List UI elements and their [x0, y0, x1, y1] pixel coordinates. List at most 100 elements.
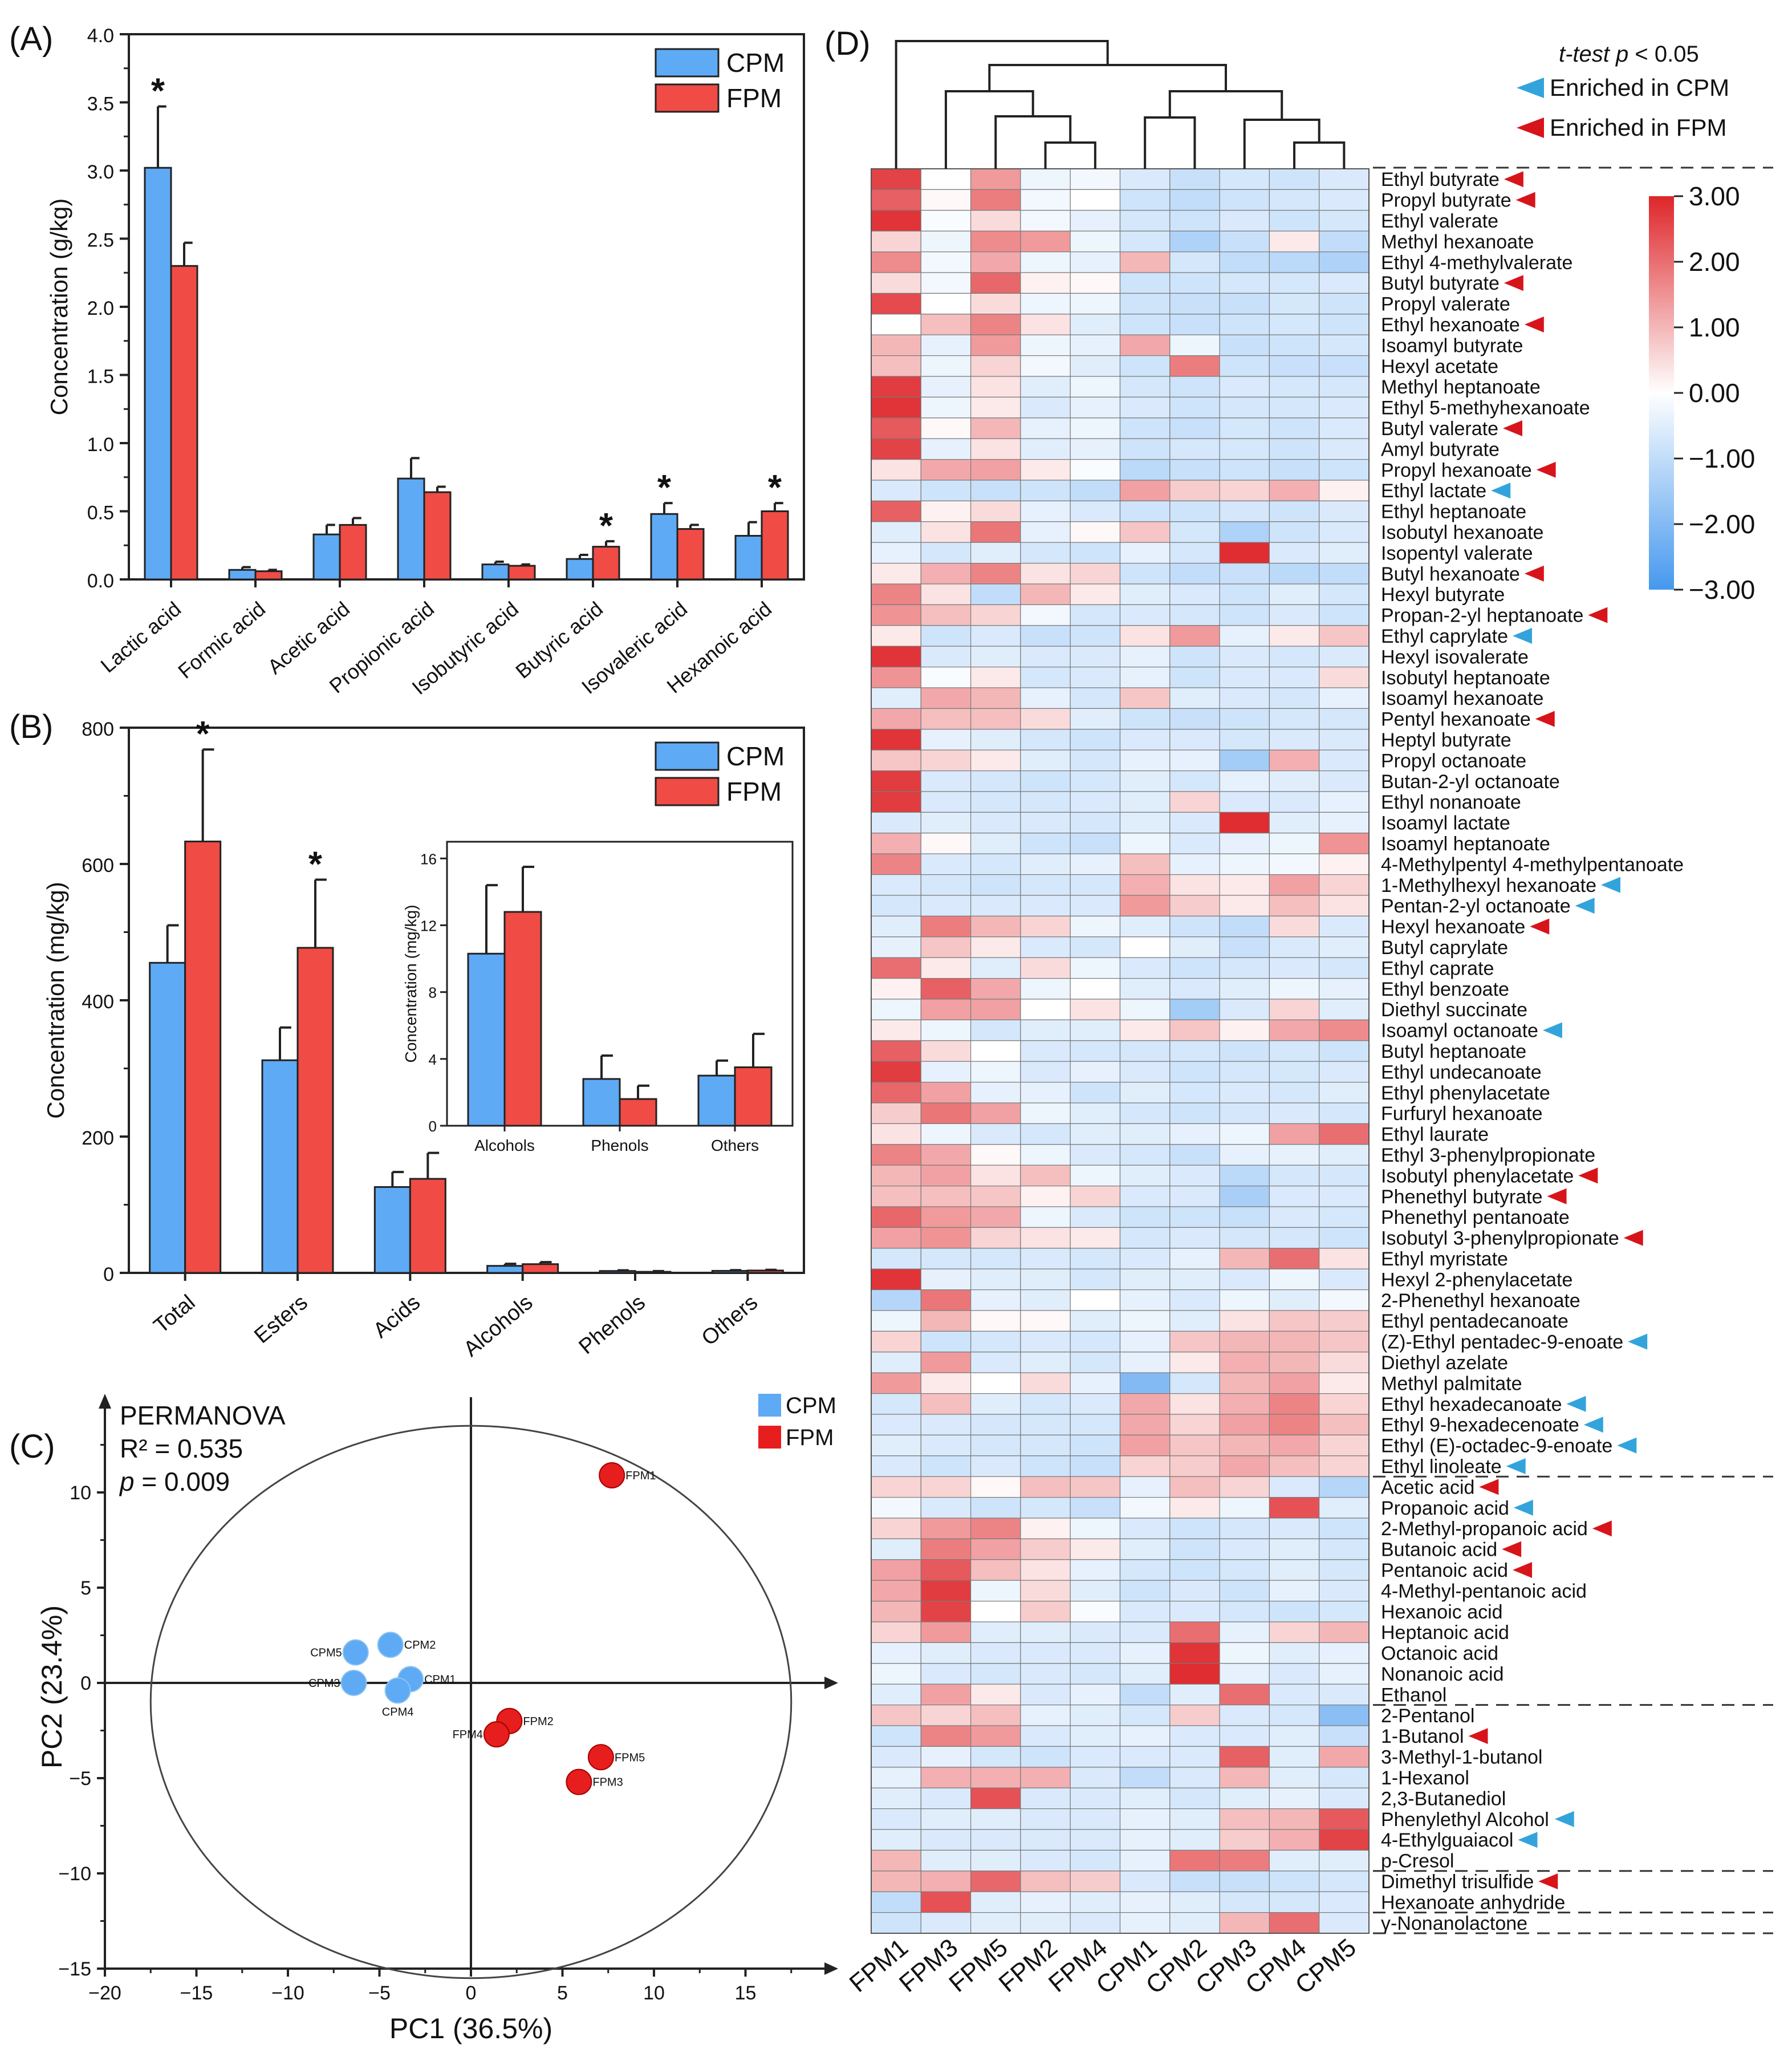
heatmap-cell: [970, 1434, 1021, 1457]
heatmap-cell: [1269, 646, 1320, 668]
heatmap-cell: [1169, 583, 1220, 606]
heatmap-cell: [871, 1497, 921, 1519]
heatmap-cell: [1169, 1268, 1220, 1291]
heatmap-cell: [1219, 1434, 1270, 1457]
heatmap-cell: [1219, 1746, 1270, 1768]
heatmap-cell: [920, 376, 972, 398]
heatmap-cell: [1169, 708, 1220, 730]
heatmap-cell: [871, 1891, 921, 1913]
heatmap-cell: [1020, 1767, 1071, 1788]
row-label: Diethyl azelate: [1381, 1352, 1508, 1374]
heatmap-cell: [970, 833, 1021, 854]
heatmap-cell: [970, 1186, 1021, 1207]
heatmap-cell: [920, 1268, 972, 1291]
heatmap-cell: [1169, 1061, 1220, 1083]
heatmap-cell: [1070, 314, 1121, 335]
heatmap-cell: [970, 977, 1021, 1000]
heatmap-cell: [970, 542, 1021, 564]
heatmap-cell: [920, 770, 972, 792]
heatmap-cell: [1119, 438, 1171, 460]
heatmap-cell: [871, 1518, 921, 1540]
heatmap-cell: [871, 1725, 921, 1747]
heatmap-cell: [1319, 1891, 1370, 1913]
heatmap-cell: [1119, 1476, 1171, 1498]
heatmap-cell: [1169, 833, 1220, 854]
heatmap-cell: [920, 1829, 972, 1851]
heatmap-cell: [871, 1767, 921, 1788]
colorbar-tick-label: −3.00: [1689, 575, 1755, 605]
heatmap-cell: [970, 1019, 1021, 1041]
heatmap-cell: [1070, 1372, 1121, 1394]
heatmap-cell: [1020, 1186, 1071, 1207]
row-label: Isoamyl lactate: [1381, 813, 1510, 834]
heatmap-cell: [1169, 1206, 1220, 1228]
row-label: 1-Butanol: [1381, 1726, 1464, 1747]
heatmap-cell: [1269, 1123, 1320, 1145]
permanova-r2: R² = 0.535: [120, 1434, 243, 1463]
heatmap-cell: [1070, 791, 1121, 813]
heatmap-cell: [1020, 1289, 1071, 1311]
heatmap-cell: [1269, 1663, 1320, 1685]
row-label: Ethyl caprate: [1381, 958, 1494, 979]
heatmap-cell: [1319, 1559, 1370, 1581]
heatmap-cell: [1070, 604, 1121, 626]
heatmap-cell: [1319, 1434, 1370, 1457]
heatmap-cell: [871, 1019, 921, 1041]
heatmap-cell: [1319, 646, 1370, 668]
heatmap-cell: [1020, 1310, 1071, 1332]
legend-swatch-cpm: [655, 741, 720, 771]
heatmap-cell: [1020, 272, 1071, 294]
heatmap-cell: [1119, 1871, 1171, 1892]
heatmap-cell: [1269, 521, 1320, 543]
row-label: 4-Methyl-pentanoic acid: [1381, 1580, 1587, 1602]
heatmap-cell: [1020, 583, 1071, 606]
heatmap-cell: [1020, 1330, 1071, 1353]
heatmap-cell: [1020, 1642, 1071, 1664]
significance-star: *: [308, 845, 323, 884]
heatmap-cell: [1319, 791, 1370, 813]
row-label: Ethyl laurate: [1381, 1124, 1489, 1146]
panel-label: (D): [824, 25, 871, 62]
score-point: [384, 1677, 411, 1704]
row-label: 4-Ethylguaiacol: [1381, 1829, 1513, 1851]
score-point: [377, 1632, 404, 1658]
legend: CPM FPM: [655, 741, 785, 806]
heatmap-cell: [1119, 812, 1171, 834]
heatmap-cell: [920, 1663, 972, 1685]
heatmap-cell: [1070, 1102, 1121, 1125]
heatmap-cell: [970, 770, 1021, 792]
heatmap-cell: [1319, 396, 1370, 419]
heatmap-cell: [1269, 936, 1320, 958]
heatmap-cell: [1119, 1414, 1171, 1436]
heatmap-cell: [1219, 168, 1270, 190]
legend-label: FPM: [726, 83, 782, 113]
heatmap-cell: [1119, 936, 1171, 958]
row-label: 2-Phenethyl hexanoate: [1381, 1290, 1580, 1312]
heatmap-cell: [1119, 687, 1171, 709]
heatmap-cell: [1319, 230, 1370, 253]
heatmap-cell: [1119, 562, 1171, 585]
heatmap-cell: [920, 355, 972, 377]
heatmap-cell: [920, 438, 972, 460]
heatmap-cell: [1319, 1248, 1370, 1269]
heatmap-cell: [970, 791, 1021, 813]
heatmap-cell: [1269, 272, 1320, 294]
heatmap-cell: [1119, 604, 1171, 626]
x-tick-label: −15: [180, 1982, 213, 2004]
heatmap-cell: [920, 1808, 972, 1830]
heatmap-cell: [1070, 168, 1121, 190]
heatmap-cell: [1169, 1186, 1220, 1207]
heatmap-cell: [1269, 666, 1320, 688]
heatmap-cell: [1020, 1663, 1071, 1685]
heatmap-cell: [1219, 874, 1270, 896]
bar-cpm: [486, 1265, 524, 1274]
inset-bar-fpm: [503, 911, 542, 1127]
heatmap-cell: [920, 1725, 972, 1747]
heatmap-cell: [1119, 1497, 1171, 1519]
heatmap-cell: [871, 687, 921, 709]
heatmap-cell: [1020, 314, 1071, 335]
heatmap-cell: [1269, 999, 1320, 1021]
heatmap-cell: [1219, 521, 1270, 543]
heatmap-cell: [1319, 604, 1370, 626]
heatmap-cell: [1319, 1601, 1370, 1622]
